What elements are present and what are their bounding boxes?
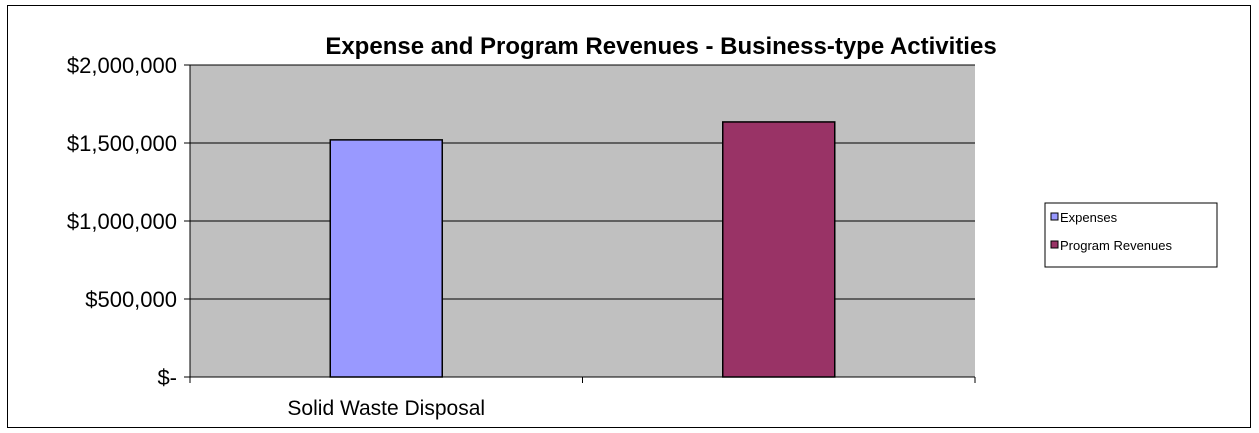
legend-label: Expenses [1060, 210, 1118, 225]
chart-title: Expense and Program Revenues - Business-… [325, 33, 996, 60]
legend-swatch [1050, 240, 1059, 249]
legend-label: Program Revenues [1060, 238, 1172, 253]
y-tick-label: $1,500,000 [67, 131, 177, 156]
y-tick-label: $2,000,000 [67, 53, 177, 78]
y-tick-label: $1,000,000 [67, 209, 177, 234]
legend-box [1044, 202, 1218, 268]
x-category-label: Solid Waste Disposal [287, 397, 485, 420]
y-tick-label: $500,000 [85, 287, 177, 312]
legend-swatch [1050, 212, 1059, 221]
bar-expenses [329, 139, 443, 378]
y-tick-label: $- [157, 365, 177, 390]
bar-program-revenues [722, 121, 836, 378]
